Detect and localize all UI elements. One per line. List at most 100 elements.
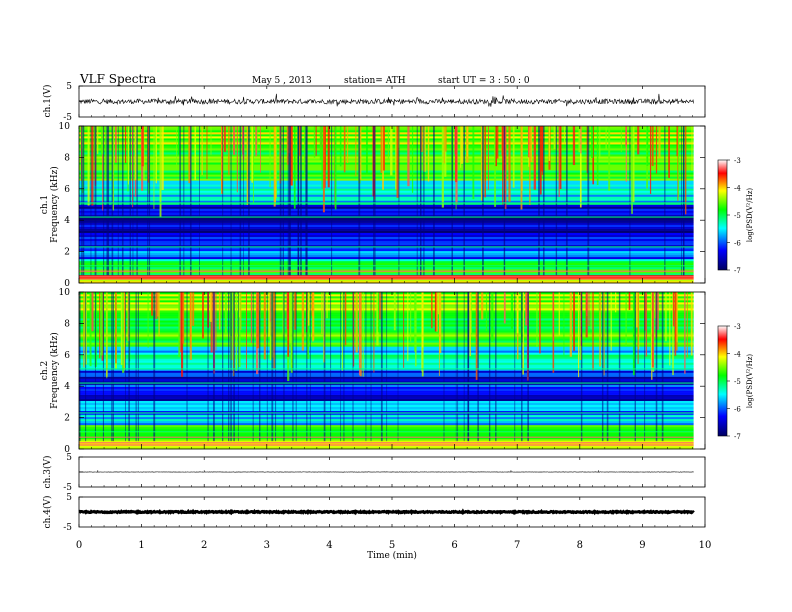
dark-streak	[125, 292, 126, 442]
sferic-streak	[341, 292, 343, 371]
sferic-streak	[580, 126, 582, 154]
dark-streak	[79, 292, 81, 442]
spectrogram-band	[79, 160, 694, 163]
sferic-streak	[502, 126, 504, 205]
sferic-streak	[472, 126, 475, 200]
sferic-streak	[210, 126, 212, 155]
dark-streak	[482, 126, 483, 276]
y-axis-label-channel: ch.1	[40, 195, 50, 214]
narrowband-line	[79, 278, 694, 280]
y-tick-label: 6	[64, 185, 70, 195]
sferic-streak	[635, 292, 638, 328]
sferic-streak	[485, 292, 488, 332]
sferic-streak	[359, 126, 362, 180]
dark-streak	[527, 292, 529, 442]
sferic-streak	[605, 126, 607, 150]
sferic-streak	[91, 126, 94, 206]
sferic-streak	[313, 126, 316, 158]
y-axis-label: ch.3(V)	[42, 456, 53, 489]
sferic-streak	[672, 292, 674, 376]
sferic-streak	[125, 126, 127, 164]
sferic-streak	[637, 292, 639, 364]
dark-streak	[323, 292, 326, 442]
sferic-streak	[373, 292, 375, 373]
dark-streak	[132, 126, 134, 276]
sferic-streak	[508, 126, 511, 202]
dark-streak	[148, 126, 151, 276]
narrowband-line	[79, 270, 694, 272]
sferic-streak	[376, 292, 379, 346]
spectrogram-band	[79, 236, 694, 240]
narrowband-line	[79, 436, 694, 438]
sferic-streak	[224, 126, 226, 152]
spectrogram-band	[79, 186, 694, 189]
spectrogram-band	[79, 218, 694, 221]
sferic-streak	[395, 126, 397, 190]
sferic-streak	[578, 126, 581, 153]
dark-streak	[136, 126, 138, 276]
sferic-streak	[651, 126, 654, 166]
sferic-streak	[269, 126, 271, 188]
sferic-streak	[321, 126, 323, 189]
sferic-streak	[548, 126, 551, 161]
sferic-streak	[403, 292, 405, 368]
sferic-streak	[182, 292, 185, 344]
spectrogram-band	[79, 200, 694, 203]
sferic-streak	[592, 292, 594, 371]
colorbar-tick-label: -7	[734, 433, 741, 441]
sferic-streak	[669, 292, 671, 366]
dark-streak	[222, 126, 224, 276]
sferic-streak	[218, 292, 221, 330]
dark-streak	[129, 126, 131, 276]
dark-streak	[259, 292, 261, 442]
sferic-streak	[651, 292, 653, 380]
sferic-streak	[269, 292, 272, 361]
sferic-streak	[308, 292, 310, 326]
spectrogram-band	[79, 232, 694, 235]
dark-streak	[135, 292, 137, 442]
spectrogram-band	[79, 226, 694, 229]
spectrogram-band	[79, 146, 694, 149]
sferic-streak	[246, 292, 247, 370]
spectrogram-band	[79, 198, 694, 201]
colorbar-tick-label: -4	[734, 351, 741, 359]
spectrogram-band	[79, 188, 694, 191]
sferic-streak	[460, 126, 464, 164]
sferic-streak	[143, 126, 145, 181]
sferic-streak	[339, 126, 342, 167]
spectrogram-band	[79, 258, 694, 262]
dark-streak	[587, 126, 590, 276]
dark-streak	[239, 126, 242, 276]
dark-streak	[81, 126, 83, 276]
dark-streak	[279, 126, 282, 276]
colorbar-tick-label: -5	[734, 378, 741, 386]
spectrogram-band	[79, 244, 694, 248]
dark-streak	[538, 126, 540, 276]
dark-streak	[606, 292, 609, 442]
sferic-streak	[460, 126, 462, 168]
spectrogram-band	[79, 144, 694, 147]
y-tick-label: 5	[66, 82, 72, 92]
spectrogram-band	[79, 276, 694, 280]
dark-streak	[504, 126, 506, 276]
colorbar-tick-label: -3	[734, 157, 741, 165]
dark-streak	[514, 292, 516, 442]
dark-streak	[330, 292, 332, 442]
sferic-streak	[676, 126, 678, 157]
waveform-trace	[78, 93, 695, 107]
sferic-streak	[620, 126, 622, 152]
sferic-streak	[362, 292, 364, 377]
sferic-streak	[147, 292, 149, 348]
sferic-streak	[179, 292, 182, 353]
dark-streak	[477, 292, 479, 442]
sferic-streak	[494, 126, 496, 207]
sferic-streak	[294, 292, 297, 330]
dark-streak	[374, 126, 376, 276]
spectrogram-band	[79, 194, 694, 197]
spectrogram-band	[79, 206, 694, 209]
sferic-streak	[608, 126, 611, 191]
sferic-streak	[246, 126, 249, 206]
sferic-streak	[128, 126, 129, 185]
y-axis-label: ch.4(V)	[42, 496, 53, 529]
